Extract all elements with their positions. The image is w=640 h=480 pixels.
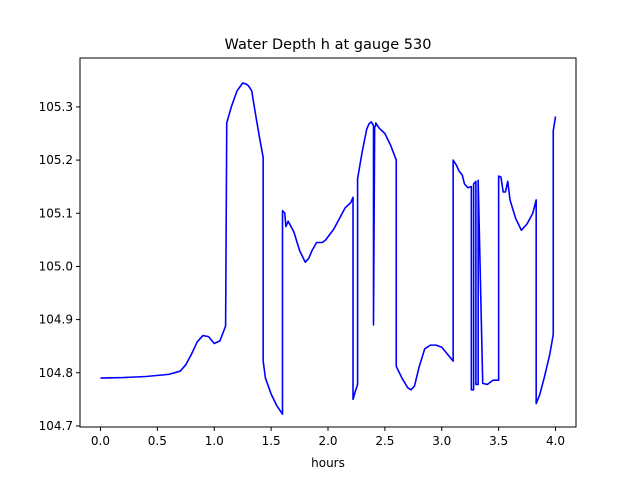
series-line — [100, 82, 557, 416]
y-tick-label: 104.8 — [39, 366, 73, 380]
y-tick-label: 104.7 — [39, 419, 73, 433]
x-tick-label: 1.5 — [262, 434, 281, 448]
x-axis-label: hours — [311, 456, 345, 470]
x-axis: 0.0 0.5 1.0 1.5 2.0 2.5 3.0 3.5 4.0 — [91, 427, 565, 448]
y-tick-label: 104.9 — [39, 313, 73, 327]
x-tick-label: 3.5 — [489, 434, 508, 448]
x-tick-label: 3.0 — [432, 434, 451, 448]
x-tick-label: 0.0 — [91, 434, 110, 448]
x-tick-label: 2.0 — [318, 434, 337, 448]
x-tick-label: 1.0 — [205, 434, 224, 448]
x-tick-label: 4.0 — [546, 434, 565, 448]
y-tick-label: 105.2 — [39, 153, 73, 167]
x-tick-label: 2.5 — [375, 434, 394, 448]
x-tick-label: 0.5 — [148, 434, 167, 448]
plot-area — [100, 82, 557, 416]
y-tick-label: 105.1 — [39, 206, 73, 220]
y-axis: 104.7 104.8 104.9 105.0 105.1 105.2 105.3 — [39, 100, 80, 433]
y-tick-label: 105.3 — [39, 100, 73, 114]
plot-frame — [79, 57, 577, 428]
y-tick-label: 105.0 — [39, 259, 73, 273]
chart-title: Water Depth h at gauge 530 — [225, 37, 432, 53]
